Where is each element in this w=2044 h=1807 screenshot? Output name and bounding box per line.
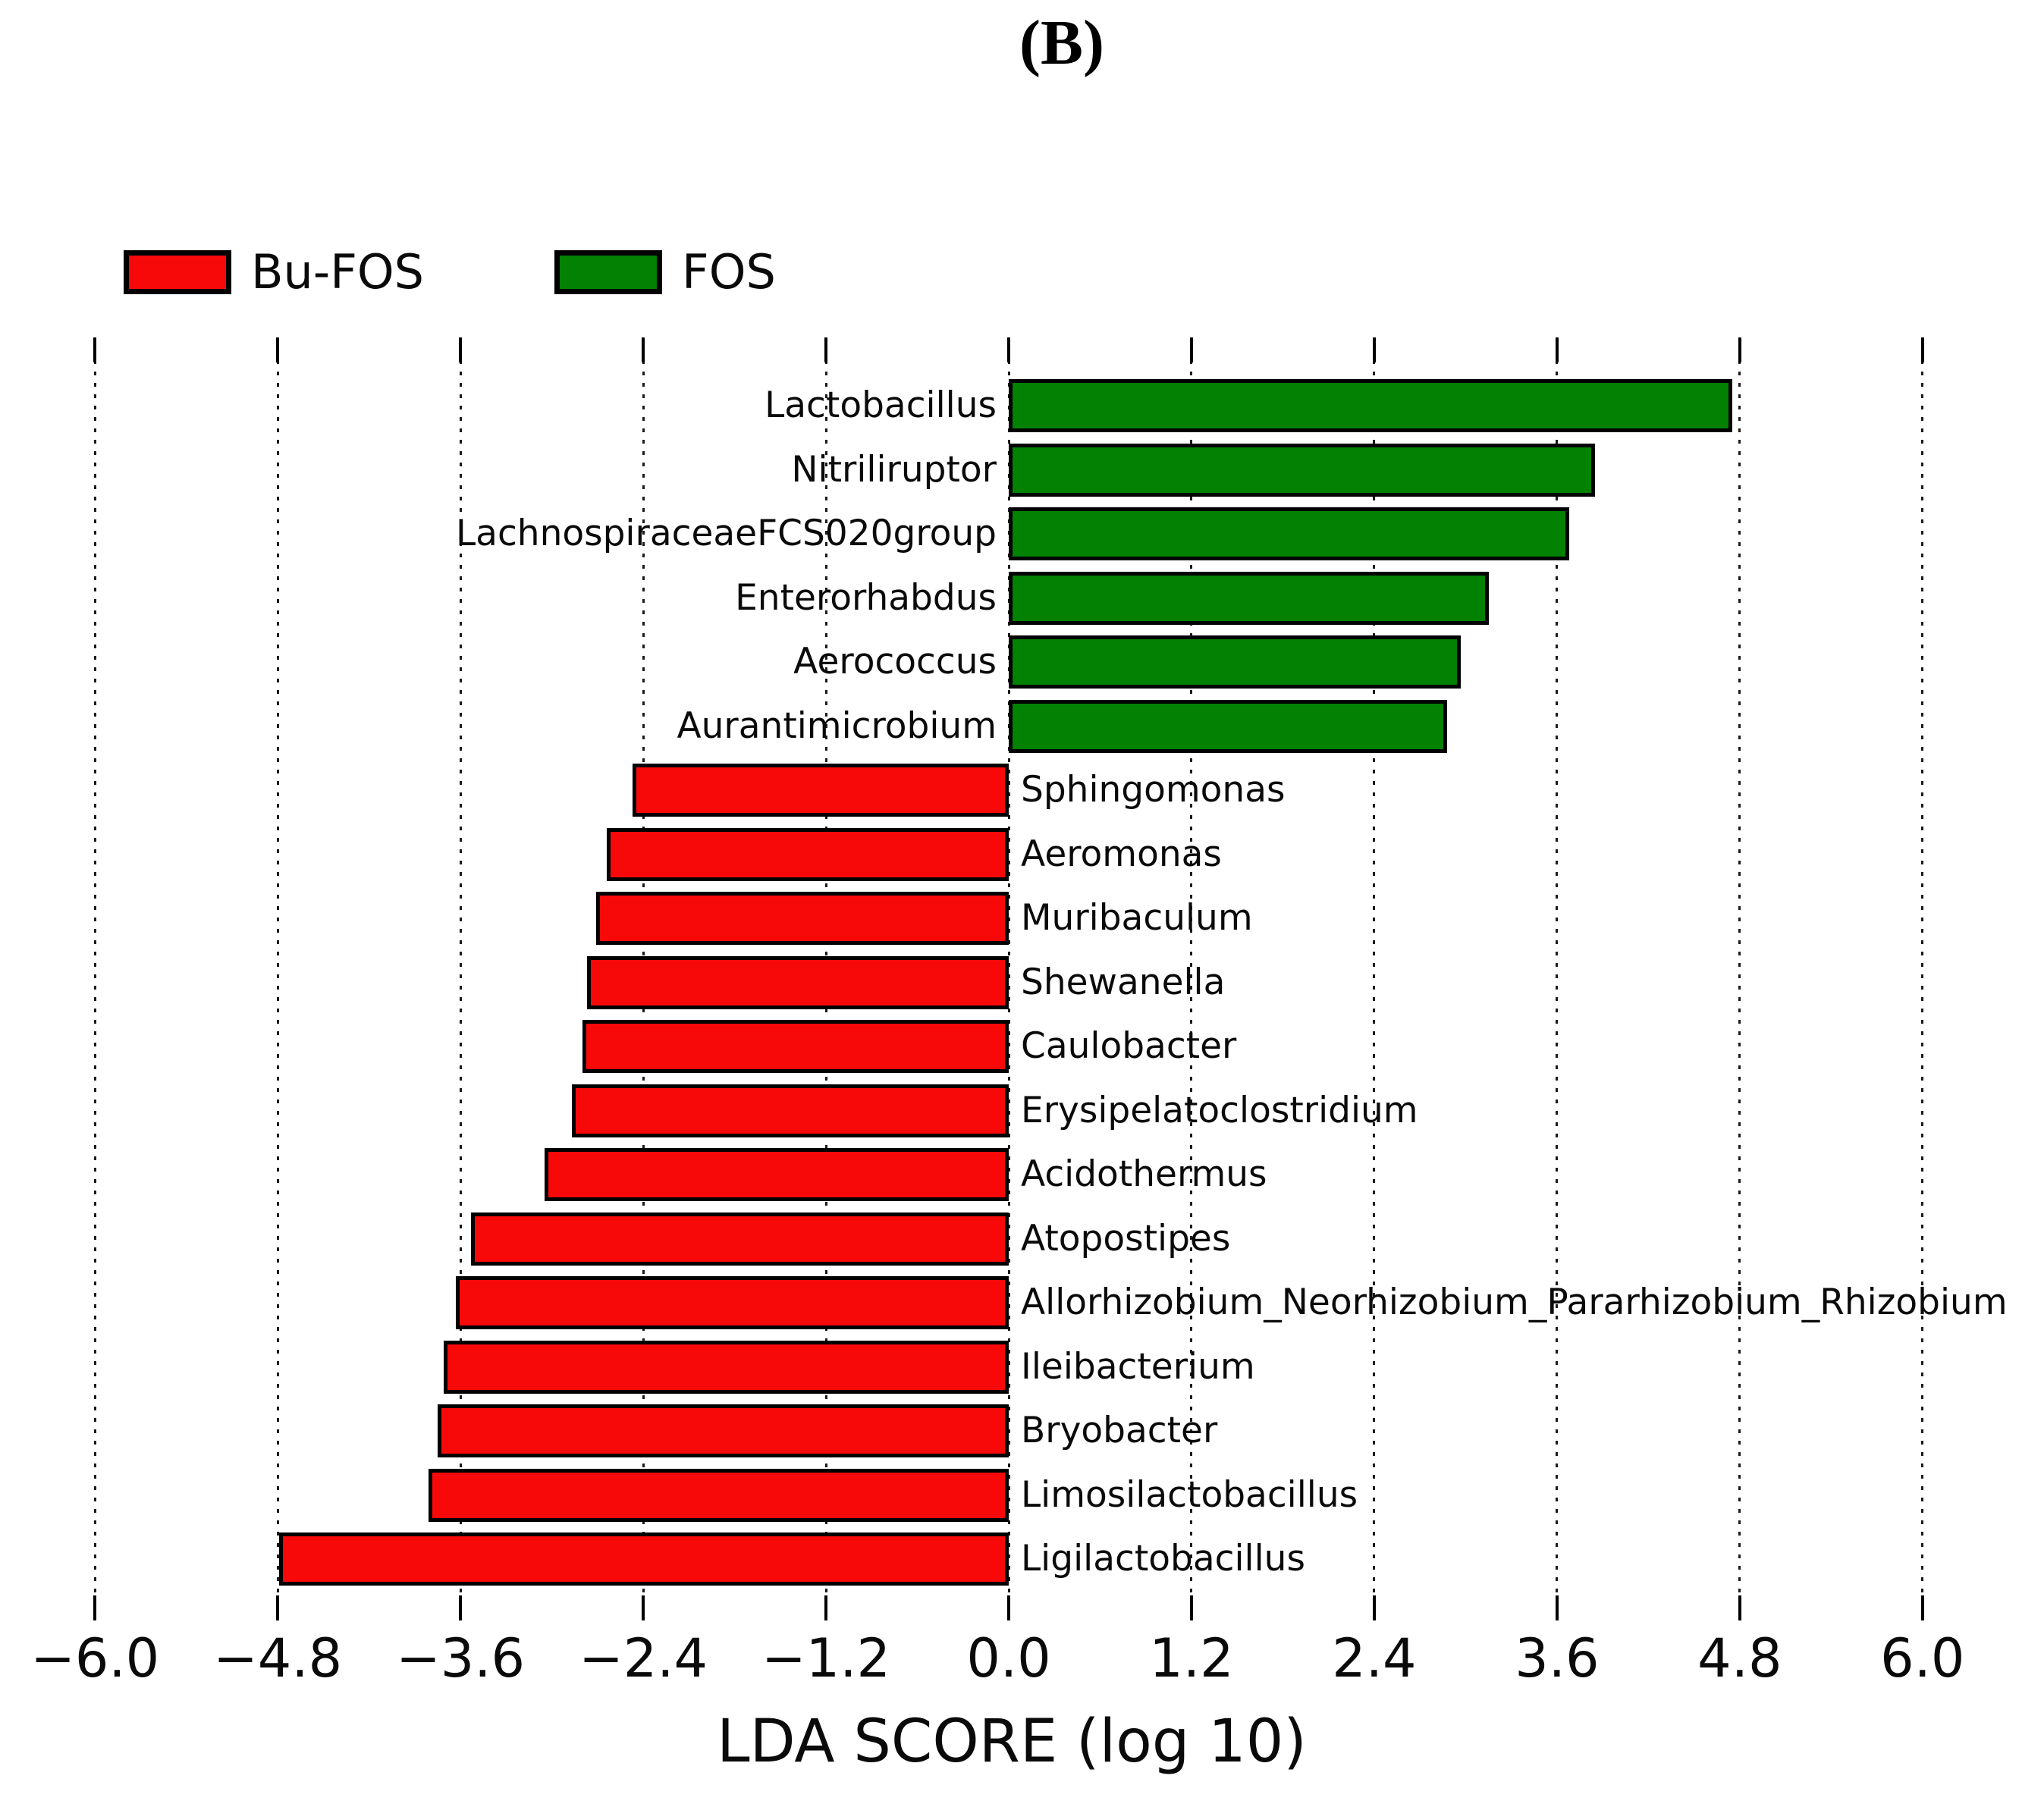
x-tick-label: 3.6 xyxy=(1515,1627,1600,1689)
bar-label: Aeromonas xyxy=(1021,833,1222,875)
bar-label: Aerococcus xyxy=(793,641,997,682)
bar xyxy=(456,1276,1009,1329)
top-tick xyxy=(1372,337,1376,362)
bar-label: Aurantimicrobium xyxy=(677,704,997,747)
bar xyxy=(1009,699,1448,753)
bar-label: Acidothermus xyxy=(1021,1153,1267,1195)
bottom-tick xyxy=(276,1595,280,1620)
bar-label: Lactobacillus xyxy=(765,384,997,426)
bottom-tick xyxy=(1738,1595,1741,1620)
bar xyxy=(595,892,1009,945)
bottom-tick xyxy=(1189,1595,1193,1620)
top-tick xyxy=(459,337,463,362)
bottom-tick xyxy=(1920,1595,1924,1620)
bar-label: Muribaculum xyxy=(1021,897,1253,939)
bottom-tick xyxy=(1555,1595,1559,1620)
legend-item-fos: FOS xyxy=(554,247,776,297)
x-tick-label: 6.0 xyxy=(1880,1627,1965,1689)
bar xyxy=(471,1212,1009,1266)
legend-label-fos: FOS xyxy=(682,244,776,300)
bar xyxy=(279,1532,1009,1586)
x-tick-label: −4.8 xyxy=(213,1627,343,1689)
legend-swatch-fos xyxy=(554,250,663,294)
bar-label: LachnospiraceaeFCS020group xyxy=(455,513,997,554)
top-tick xyxy=(1920,337,1924,362)
x-tick-label: 1.2 xyxy=(1149,1627,1234,1689)
bar-label: Limosilactobacillus xyxy=(1021,1473,1358,1516)
x-tick-label: 2.4 xyxy=(1332,1627,1417,1689)
bar-label: Atopostipes xyxy=(1021,1217,1231,1260)
gridline xyxy=(276,337,279,1592)
x-tick-label: 4.8 xyxy=(1697,1627,1782,1689)
gridline xyxy=(1007,337,1010,1592)
x-tick-label: −3.6 xyxy=(396,1627,526,1689)
gridline xyxy=(93,337,96,1592)
bar-label: Shewanella xyxy=(1021,961,1226,1003)
bottom-tick xyxy=(1372,1595,1376,1620)
x-axis-title: LDA SCORE (log 10) xyxy=(717,1708,1307,1776)
bar xyxy=(1009,379,1732,432)
x-tick-label: −1.2 xyxy=(761,1627,891,1689)
top-tick xyxy=(276,337,280,362)
bottom-tick xyxy=(642,1595,645,1620)
bar xyxy=(586,955,1009,1009)
bar-label: Sphingomonas xyxy=(1021,769,1286,811)
bar-label: Ileibacterium xyxy=(1021,1345,1255,1388)
bar xyxy=(544,1148,1009,1201)
top-tick xyxy=(1007,337,1010,362)
bar-label: Allorhizobium_Neorhizobium_Pararhizobium… xyxy=(1021,1282,2008,1323)
bar xyxy=(428,1468,1009,1522)
top-tick xyxy=(642,337,645,362)
bar xyxy=(438,1404,1009,1457)
top-tick xyxy=(93,337,97,362)
top-tick xyxy=(824,337,828,362)
figure-title: (B) xyxy=(1019,8,1104,78)
bar xyxy=(1009,507,1569,560)
bar xyxy=(606,827,1009,881)
bar xyxy=(1009,571,1489,625)
legend: Bu-FOS FOS xyxy=(124,247,776,297)
gridline xyxy=(1190,337,1193,1592)
bar xyxy=(571,1084,1009,1137)
bar-label: Bryobacter xyxy=(1021,1410,1218,1451)
gridline xyxy=(1373,337,1376,1592)
gridline xyxy=(1738,337,1741,1592)
x-tick-label: −6.0 xyxy=(30,1627,160,1689)
bar xyxy=(1009,443,1596,497)
bar xyxy=(582,1020,1009,1073)
bottom-tick xyxy=(824,1595,828,1620)
bar xyxy=(1009,635,1462,689)
bottom-tick xyxy=(459,1595,463,1620)
gridline xyxy=(1556,337,1559,1592)
bar-label: Nitriliruptor xyxy=(791,448,997,491)
x-tick-label: 0.0 xyxy=(966,1627,1051,1689)
bottom-tick xyxy=(1007,1595,1010,1620)
bar-label: Caulobacter xyxy=(1021,1025,1237,1067)
bar-label: Erysipelatoclostridium xyxy=(1021,1089,1418,1131)
legend-label-bu-fos: Bu-FOS xyxy=(251,244,425,300)
bar-label: Ligilactobacillus xyxy=(1021,1538,1305,1580)
top-tick xyxy=(1555,337,1559,362)
bar-label: Enterorhabdus xyxy=(735,576,997,619)
x-tick-label: −2.4 xyxy=(579,1627,708,1689)
legend-swatch-bu-fos xyxy=(124,250,231,294)
gridline xyxy=(1921,337,1924,1592)
bar xyxy=(633,764,1009,817)
top-tick xyxy=(1738,337,1741,362)
bar xyxy=(444,1340,1009,1394)
bottom-tick xyxy=(93,1595,97,1620)
legend-item-bu-fos: Bu-FOS xyxy=(124,247,424,297)
top-tick xyxy=(1189,337,1193,362)
gridline xyxy=(459,337,462,1592)
